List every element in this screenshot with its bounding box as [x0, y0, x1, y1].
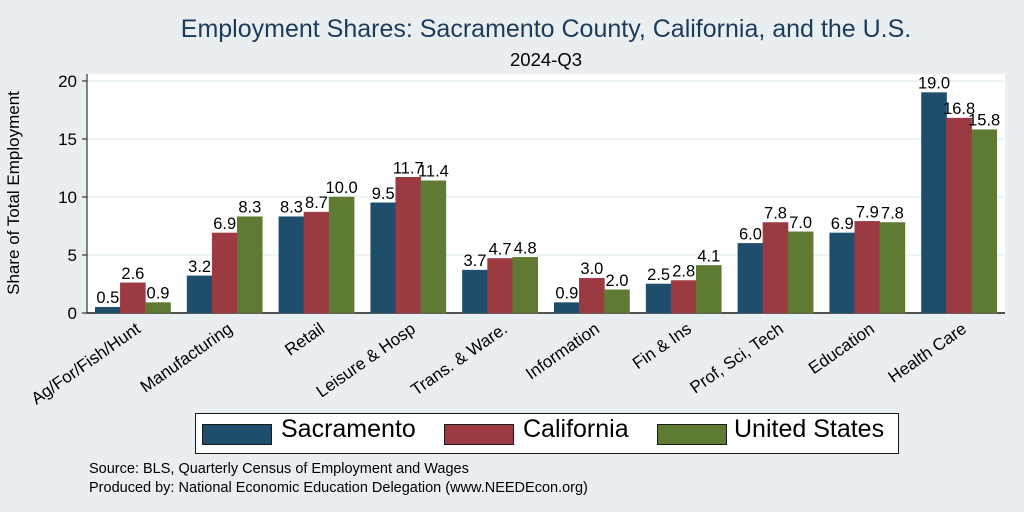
svg-text:7.8: 7.8 [764, 205, 787, 223]
svg-text:3.2: 3.2 [188, 258, 211, 276]
svg-text:2.5: 2.5 [647, 266, 670, 284]
svg-text:6.9: 6.9 [831, 215, 854, 233]
svg-text:3.7: 3.7 [464, 252, 487, 270]
svg-text:7.0: 7.0 [789, 214, 812, 232]
svg-text:0.5: 0.5 [96, 289, 119, 307]
svg-text:7.9: 7.9 [856, 203, 879, 221]
svg-text:0: 0 [68, 304, 77, 323]
svg-text:2.0: 2.0 [606, 272, 629, 290]
svg-text:0.9: 0.9 [555, 285, 578, 303]
svg-text:3.0: 3.0 [580, 260, 603, 278]
svg-text:4.7: 4.7 [489, 240, 512, 258]
svg-text:15: 15 [58, 130, 77, 149]
svg-text:4.1: 4.1 [697, 247, 720, 265]
svg-text:4.8: 4.8 [514, 239, 537, 257]
svg-text:8.7: 8.7 [305, 194, 328, 212]
svg-text:6.9: 6.9 [213, 215, 236, 233]
svg-text:15.8: 15.8 [968, 112, 1000, 130]
svg-text:6.0: 6.0 [739, 225, 762, 243]
svg-text:5: 5 [68, 246, 77, 265]
svg-text:0.9: 0.9 [147, 285, 170, 303]
svg-text:2.6: 2.6 [121, 265, 144, 283]
svg-text:8.3: 8.3 [238, 199, 261, 217]
svg-text:7.8: 7.8 [881, 205, 904, 223]
svg-text:19.0: 19.0 [918, 75, 950, 93]
svg-text:10.0: 10.0 [326, 179, 358, 197]
svg-text:10: 10 [58, 188, 77, 207]
svg-text:9.5: 9.5 [372, 185, 395, 203]
svg-text:8.3: 8.3 [280, 199, 303, 217]
svg-text:2.8: 2.8 [672, 263, 695, 281]
svg-text:11.4: 11.4 [418, 163, 449, 181]
svg-text:20: 20 [58, 72, 77, 91]
